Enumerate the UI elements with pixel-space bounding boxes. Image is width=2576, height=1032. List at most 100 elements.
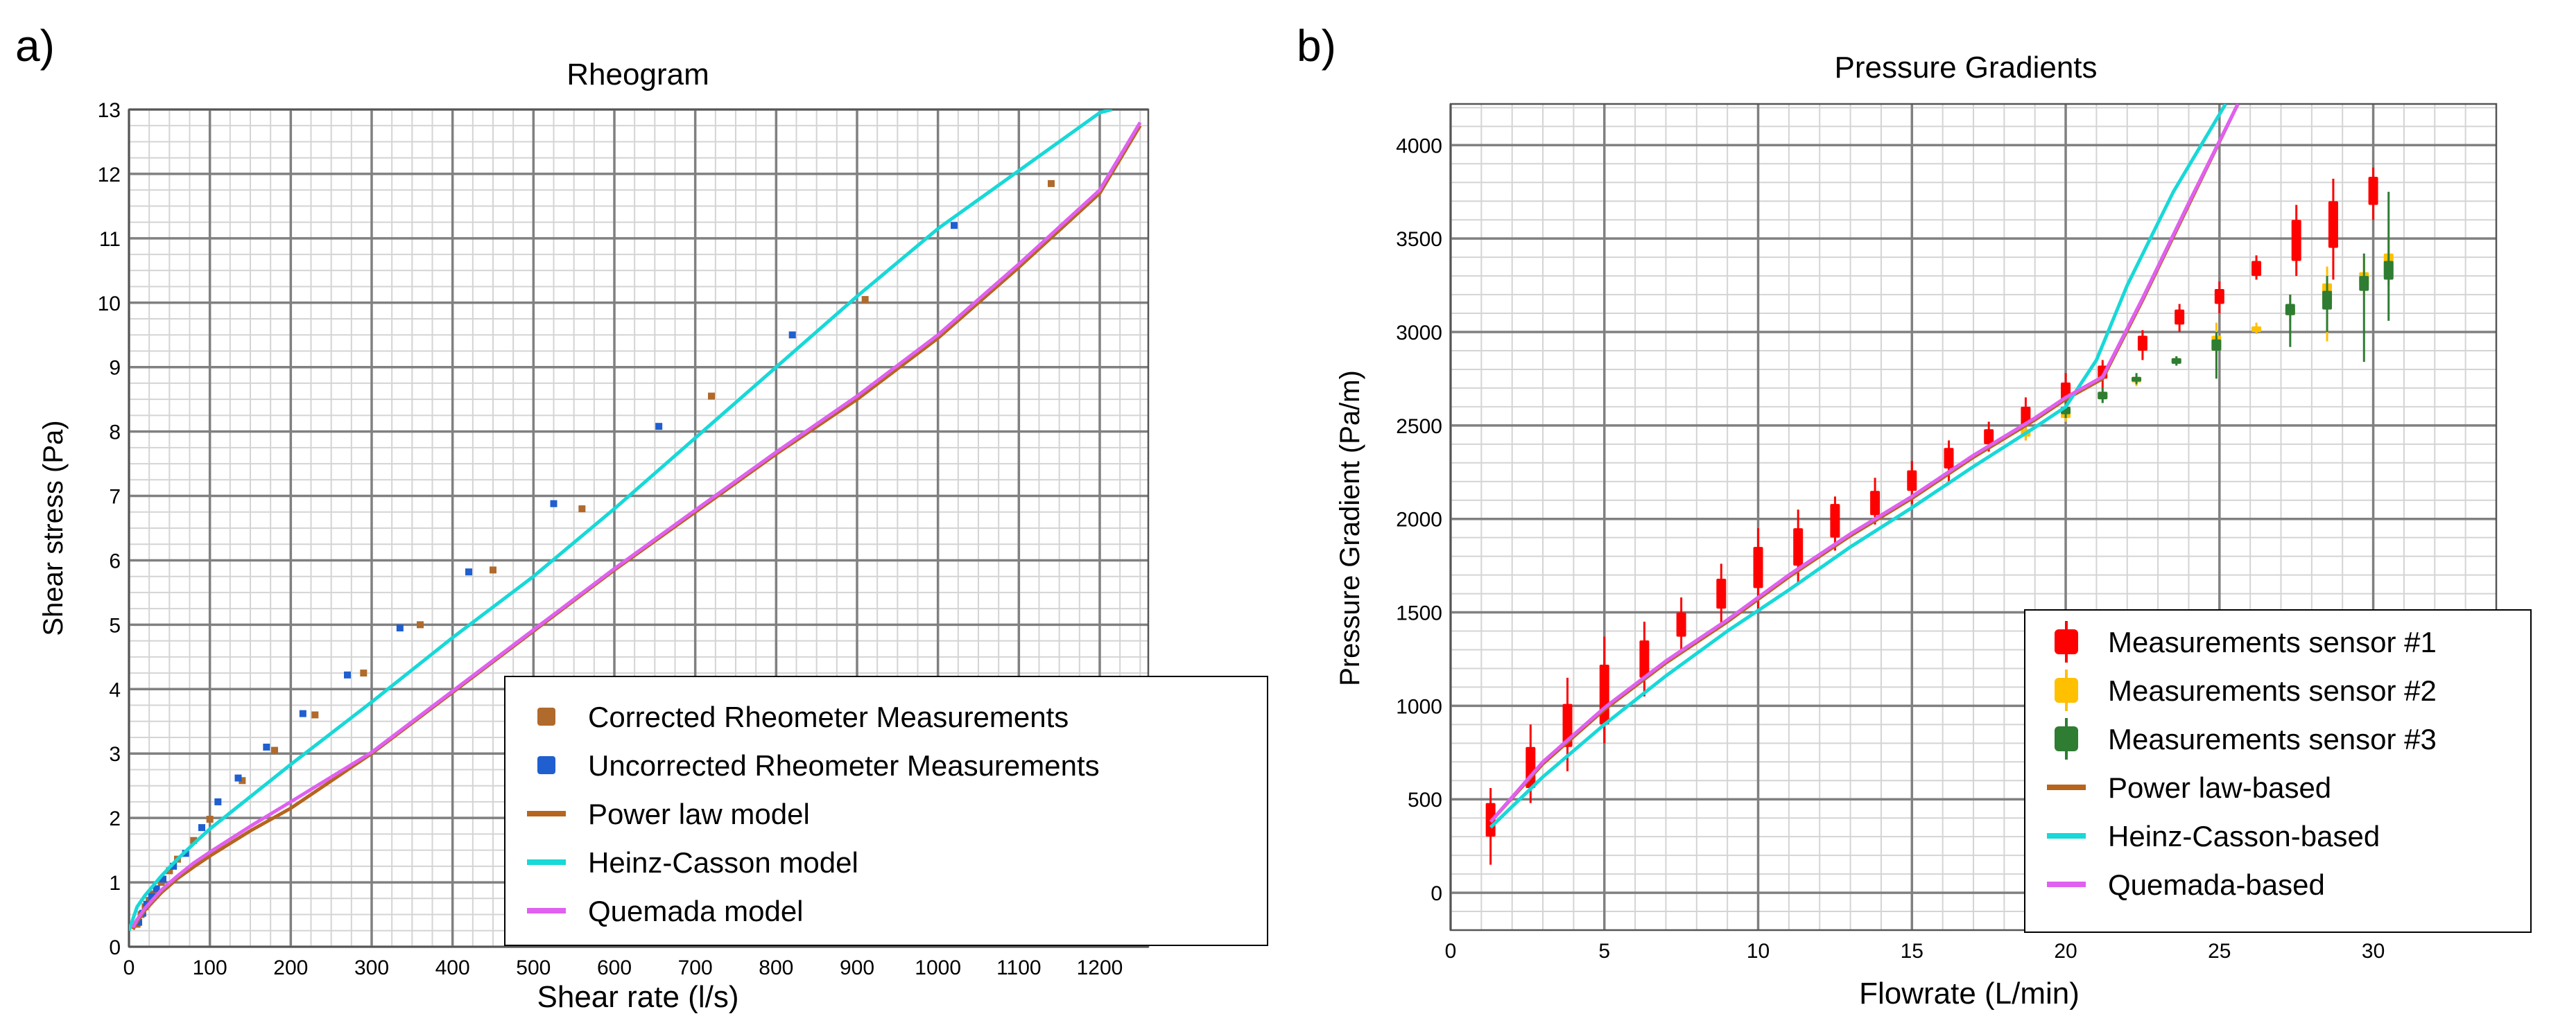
legend-marker-swatch [537,756,555,774]
x-tick-label: 900 [840,956,874,979]
y-tick-label: 5 [109,614,121,637]
box-body [2251,261,2262,277]
plot-frame [1449,103,2498,932]
chart-panel-a: 0 100 200 300 400 500 600 700 800 900 1000 1100 1200… [15,21,1268,1014]
box-body [1753,547,1763,588]
panel-label: a) [15,21,55,71]
x-tick-label: 30 [2362,940,2385,963]
chart-panel-b: 0 5 10 15 20 25 30 0 500 1000 1500 2000 2500 3000 3500… [1297,21,2532,1011]
data-point [271,746,278,754]
data-point [1048,180,1055,187]
y-tick-label: 4 [109,679,121,701]
legend-entry-label: Corrected Rheometer Measurements [588,701,1069,733]
x-tick-label: 20 [2054,940,2077,963]
box-body [2359,276,2369,291]
box-body [1599,665,1609,725]
x-tick-label: 1000 [915,956,961,979]
legend-entry-label: Heinz-Casson model [588,846,858,879]
box-body [2098,392,2108,400]
box-body [2322,290,2333,310]
y-tick-label: 6 [109,550,121,572]
chart-title: Rheogram [567,58,709,91]
legend-entry-label: Power law model [588,798,810,830]
box-body [1793,528,1804,566]
data-point [550,500,557,507]
series-line [1489,104,2240,823]
data-point [360,670,368,677]
x-tick-label: 0 [1445,940,1457,963]
x-tick-label: 15 [1901,940,1924,963]
data-point [417,621,424,629]
x-tick-label: 600 [597,956,632,979]
box-body [1716,578,1727,609]
legend-entry-label: Measurements sensor #3 [2108,723,2437,755]
y-tick-label: 1500 [1396,602,1442,625]
x-tick-label: 0 [123,956,135,979]
y-tick-label: 7 [109,486,121,509]
y-tick-label: 9 [109,357,121,380]
y-tick-label: 2 [109,807,121,830]
data-layer [1485,104,2394,865]
x-tick-label: 400 [435,956,470,979]
x-axis-label: Shear rate (l/s) [537,980,739,1014]
data-point [170,862,178,870]
legend: Measurements sensor #1 Measurements senso… [2024,609,2532,933]
y-tick-label: 1000 [1396,695,1442,718]
data-point [490,566,496,574]
box-body [2328,201,2338,248]
box-body [1676,612,1686,637]
data-point [198,824,205,832]
box-body [2285,304,2295,315]
x-tick-label: 700 [678,956,713,979]
data-point [655,423,663,430]
y-tick-label: 2000 [1396,509,1442,532]
y-tick-label: 11 [99,228,121,251]
box-body [1639,640,1650,678]
series-line [131,121,1142,929]
y-tick-label: 1 [109,872,121,895]
y-tick-label: 0 [1430,882,1442,905]
box-body [1944,448,1954,469]
x-tick-label: 200 [273,956,308,979]
data-point [578,505,586,513]
box-body [2175,309,2185,325]
legend-entry-label: Quemada model [588,895,804,927]
legend-box [2024,609,2532,933]
data-point [344,671,351,679]
y-tick-label: 3000 [1396,322,1442,344]
data-point [951,222,958,229]
data-point [861,296,869,304]
box-body [1870,491,1881,516]
x-tick-label: 100 [193,956,227,979]
legend-marker-swatch [537,708,555,726]
y-tick-label: 0 [109,936,121,959]
series-line [1489,104,2227,829]
y-axis-label: Shear stress (Pa) [38,420,69,636]
x-tick-label: 1100 [996,956,1041,979]
box-body [2171,358,2181,364]
y-tick-label: 13 [98,99,121,122]
y-tick-label: 8 [109,421,121,444]
data-point [299,710,306,717]
box-body [2251,326,2262,333]
box-body [1907,470,1917,491]
data-point [214,798,222,805]
box-body [2132,376,2142,382]
legend-entry-label: Quemada-based [2108,868,2325,901]
x-axis-label: Flowrate (L/min) [1859,977,2080,1011]
x-tick-label: 5 [1598,940,1610,963]
legend-entry-label: Heinz-Casson-based [2108,820,2380,852]
box-body [2368,177,2378,205]
data-point [396,624,404,632]
data-point [159,875,166,883]
legend-box [504,676,1268,946]
data-point [153,885,160,893]
data-point [263,743,270,751]
box-body [2214,288,2224,304]
box-body [2383,261,2394,280]
legend-box-swatch [2055,629,2078,654]
chart-title: Pressure Gradients [1834,51,2097,85]
data-layer [129,110,1142,932]
data-point [234,774,242,782]
